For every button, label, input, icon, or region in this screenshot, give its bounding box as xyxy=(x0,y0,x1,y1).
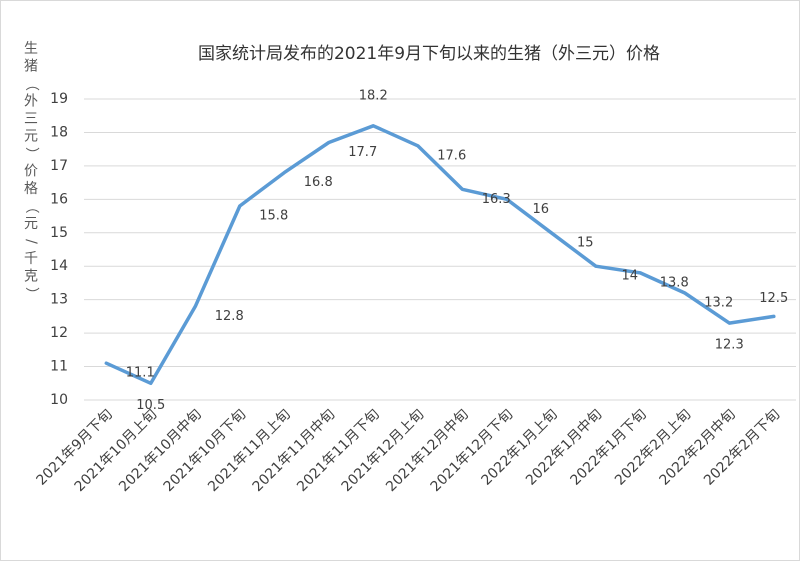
data-point xyxy=(683,291,687,295)
data-point xyxy=(416,144,420,148)
y-axis-label-char: 价 xyxy=(24,164,38,180)
x-tick-label: 2022年2月下旬 xyxy=(701,406,783,488)
data-label: 16.3 xyxy=(482,192,511,207)
data-label: 12.8 xyxy=(215,309,244,324)
data-point xyxy=(104,361,108,365)
x-tick-label: 2021年12月中旬 xyxy=(383,406,472,495)
data-label: 13.2 xyxy=(704,295,733,310)
y-tick-label: 12 xyxy=(50,325,68,341)
data-label: 15 xyxy=(577,235,594,250)
data-label: 17.7 xyxy=(348,145,377,160)
data-point xyxy=(460,187,464,191)
data-point xyxy=(149,381,153,385)
x-tick-label: 2022年1月上旬 xyxy=(478,406,560,488)
y-axis-label-char: / xyxy=(23,239,39,244)
y-axis-label-char: 元 xyxy=(24,216,38,232)
x-tick-label: 2022年2月上旬 xyxy=(612,406,694,488)
data-label: 18.2 xyxy=(359,88,388,103)
data-point xyxy=(282,171,286,175)
y-axis-label-char: ） xyxy=(23,147,39,161)
y-axis-label-char: （ xyxy=(23,77,39,91)
data-label: 15.8 xyxy=(259,209,288,224)
data-point xyxy=(327,140,331,144)
y-tick-label: 11 xyxy=(50,359,68,375)
y-tick-label: 17 xyxy=(50,158,68,174)
data-point xyxy=(238,204,242,208)
data-label: 12.5 xyxy=(759,291,788,306)
x-tick-label: 2021年10月下旬 xyxy=(161,406,250,495)
y-axis-label: 生猪（外三元）价格（元/千克） xyxy=(23,41,39,301)
x-tick-label: 2022年1月中旬 xyxy=(523,406,605,488)
x-tick-label: 2021年12月下旬 xyxy=(428,406,517,495)
x-tick-label: 2021年12月上旬 xyxy=(339,406,428,495)
data-label: 16 xyxy=(532,202,549,217)
y-axis-label-char: 三 xyxy=(24,111,38,127)
y-tick-label: 13 xyxy=(50,292,68,308)
y-tick-label: 18 xyxy=(50,124,68,140)
x-tick-label: 2021年10月中旬 xyxy=(116,406,205,495)
y-axis-ticks: 10 11 12 13 14 15 16 17 18 19 xyxy=(50,91,68,408)
data-label: 16.8 xyxy=(304,175,333,190)
data-label: 17.6 xyxy=(437,148,466,163)
x-tick-label: 2021年9月下旬 xyxy=(33,406,115,488)
data-label: 12.3 xyxy=(715,338,744,353)
gridlines xyxy=(84,98,796,401)
data-label: 13.8 xyxy=(660,275,689,290)
y-tick-label: 16 xyxy=(50,191,68,207)
series-line xyxy=(104,124,776,386)
data-point xyxy=(193,304,197,308)
y-axis-label-char: 元 xyxy=(24,129,38,145)
y-axis-label-char: 外 xyxy=(24,94,38,110)
data-point xyxy=(638,271,642,275)
y-axis-label-char: 生 xyxy=(24,41,38,57)
data-point xyxy=(772,314,776,318)
data-point xyxy=(371,124,375,128)
y-tick-label: 10 xyxy=(50,392,68,408)
data-labels: 11.1 10.5 12.8 15.8 16.8 17.7 18.2 17.6 16.3 16 15… xyxy=(126,88,788,413)
y-axis-label-char: ） xyxy=(23,287,39,301)
x-tick-label: 2021年11月下旬 xyxy=(294,406,383,495)
y-axis-label-char: 格 xyxy=(24,181,38,197)
x-tick-label: 2021年11月上旬 xyxy=(205,406,294,495)
y-axis-label-char: 克 xyxy=(24,269,38,285)
y-axis-label-char: （ xyxy=(23,200,39,214)
data-point xyxy=(727,321,731,325)
y-tick-label: 15 xyxy=(50,225,68,241)
data-label: 10.5 xyxy=(136,398,165,413)
series-layer xyxy=(104,124,776,386)
x-tick-label: 2022年1月下旬 xyxy=(567,406,649,488)
y-tick-label: 14 xyxy=(50,258,68,274)
data-label: 14 xyxy=(621,269,638,284)
data-point xyxy=(594,264,598,268)
y-axis-label-char: 千 xyxy=(24,251,38,267)
data-label: 11.1 xyxy=(126,366,155,381)
x-tick-label: 2021年11月中旬 xyxy=(250,406,339,495)
chart-title: 国家统计局发布的2021年9月下旬以来的生猪（外三元）价格 xyxy=(198,44,660,64)
data-point xyxy=(549,231,553,235)
x-tick-label: 2021年10月上旬 xyxy=(72,406,161,495)
x-axis-ticks: 2021年9月下旬2021年10月上旬2021年10月中旬2021年10月下旬2… xyxy=(33,406,783,495)
y-tick-label: 19 xyxy=(50,91,68,107)
y-axis-label-char: 猪 xyxy=(24,59,38,75)
x-tick-label: 2022年2月中旬 xyxy=(656,406,738,488)
